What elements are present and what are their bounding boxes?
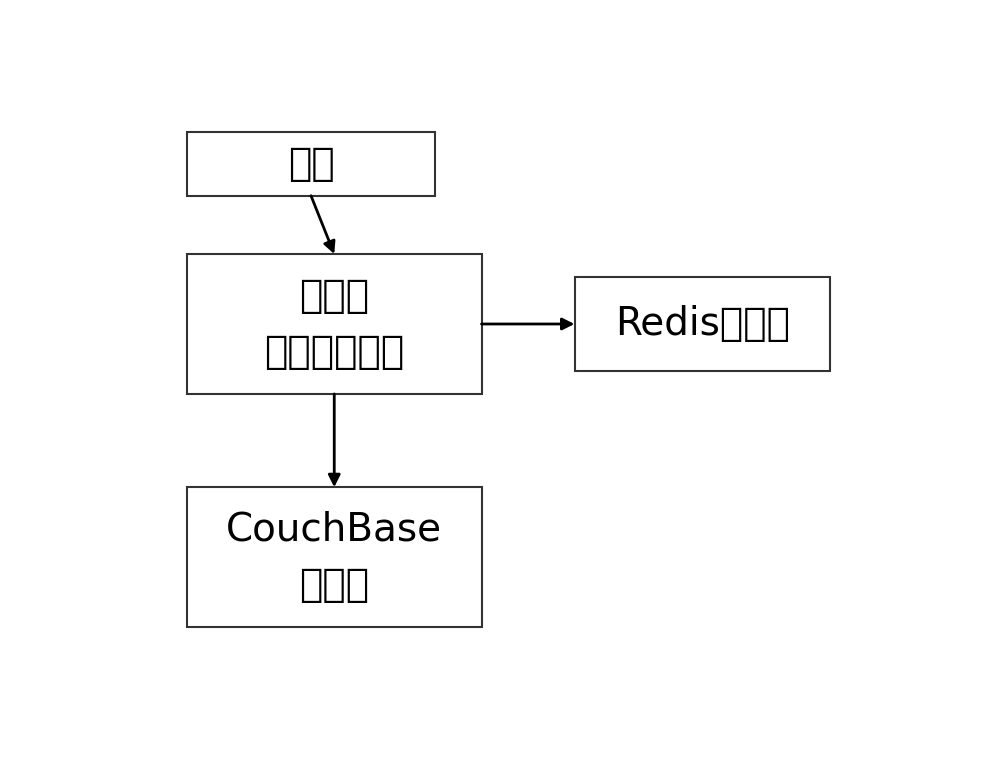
- Bar: [187, 132, 435, 196]
- Bar: [187, 488, 482, 627]
- Text: 开始: 开始: [288, 145, 334, 182]
- Text: Redis数据库: Redis数据库: [615, 305, 790, 343]
- Text: CouchBase
数据库: CouchBase 数据库: [226, 510, 442, 604]
- Text: 收费站
红绳灯等配置: 收费站 红绳灯等配置: [264, 277, 404, 371]
- Bar: [187, 254, 482, 394]
- Bar: [574, 277, 830, 371]
